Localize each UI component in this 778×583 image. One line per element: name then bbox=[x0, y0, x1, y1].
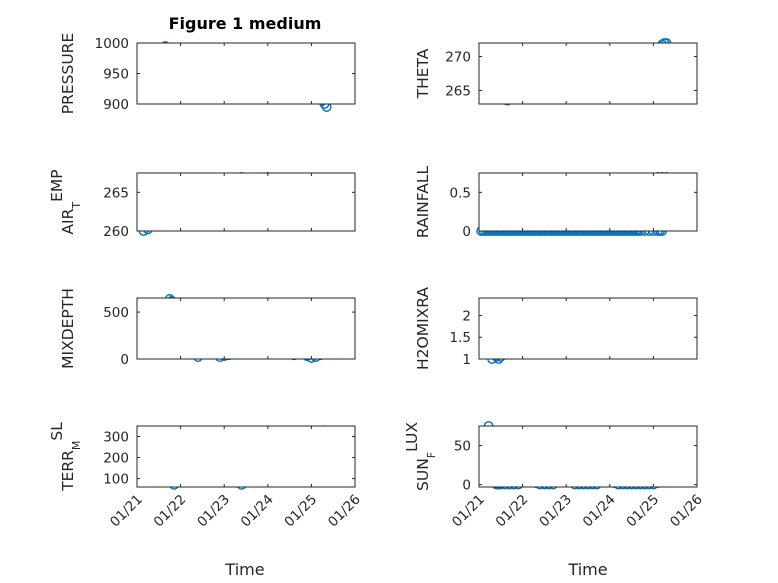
y-tick-label: 260 bbox=[103, 224, 129, 240]
y-axis-label: AIRTEMP bbox=[48, 169, 83, 234]
y-tick-label: 0 bbox=[462, 224, 471, 240]
x-tick-label: 01/23 bbox=[536, 492, 575, 531]
y-tick-label: 50 bbox=[454, 439, 471, 455]
y-tick-label: 500 bbox=[103, 305, 129, 321]
subplot-6: 1 1.5 2 H2OMIXRA bbox=[414, 287, 698, 370]
x-tick-label: 01/25 bbox=[281, 492, 320, 531]
subplot-5: 0 500 MIXDEPTH bbox=[59, 288, 356, 369]
y-axis-label: TERRMSL bbox=[48, 422, 83, 492]
subplot-3: 260 265 AIRTEMP bbox=[48, 169, 356, 240]
x-tick-label: 01/22 bbox=[493, 492, 532, 531]
axes-frame bbox=[478, 172, 698, 232]
y-tick-label: 900 bbox=[103, 97, 129, 113]
axes-frame bbox=[136, 172, 356, 232]
y-axis-label: H2OMIXRA bbox=[414, 287, 432, 370]
y-tick-label: 265 bbox=[103, 185, 129, 201]
x-tick-label: 01/24 bbox=[238, 492, 277, 531]
axes-frame bbox=[136, 297, 356, 360]
y-tick-label: 1000 bbox=[95, 36, 129, 52]
y-tick-label: 270 bbox=[445, 50, 471, 66]
axes-frame bbox=[478, 425, 698, 488]
y-tick-label: 1.5 bbox=[450, 330, 471, 346]
x-tick-label: 01/21 bbox=[107, 492, 146, 531]
y-tick-label: 0 bbox=[462, 478, 471, 494]
subplot-8: 0 50 SUNFLUX 01/21 01/22 01/23 01/24 01/25 01/26 bbox=[403, 421, 706, 531]
axes-frame bbox=[478, 297, 698, 360]
x-tick-label: 01/24 bbox=[580, 492, 619, 531]
axes-frame bbox=[136, 425, 356, 488]
y-axis-label: PRESSURE bbox=[59, 33, 77, 115]
x-tick-label: 01/22 bbox=[151, 492, 190, 531]
y-axis-label: RAINFALL bbox=[414, 165, 432, 238]
y-tick-label: 100 bbox=[103, 472, 129, 488]
y-axis-label: MIXDEPTH bbox=[59, 288, 77, 369]
x-axis-label-right: Time bbox=[567, 560, 607, 579]
y-axis-label: THETA bbox=[414, 48, 432, 99]
y-tick-label: 2 bbox=[462, 308, 471, 324]
subplot-1: 900 950 1000 PRESSURE bbox=[59, 33, 356, 115]
y-axis-label: SUNFLUX bbox=[403, 422, 438, 491]
y-tick-label: 0 bbox=[120, 352, 129, 368]
subplot-2: 265 270 THETA bbox=[414, 38, 698, 106]
x-tick-label: 01/23 bbox=[194, 492, 233, 531]
figure-title: Figure 1 medium bbox=[169, 14, 322, 33]
y-tick-label: 200 bbox=[103, 451, 129, 467]
y-tick-label: 0.5 bbox=[450, 185, 471, 201]
subplot-4: 0 0.5 RAINFALL bbox=[414, 165, 698, 240]
y-tick-label: 265 bbox=[445, 83, 471, 99]
y-tick-label: 300 bbox=[103, 430, 129, 446]
x-tick-label: 01/26 bbox=[667, 492, 706, 531]
x-tick-label: 01/21 bbox=[449, 492, 488, 531]
x-axis-label-left: Time bbox=[224, 560, 264, 579]
y-tick-label: 950 bbox=[103, 67, 129, 83]
axes-frame bbox=[136, 42, 356, 105]
x-tick-label: 01/26 bbox=[325, 492, 364, 531]
x-tick-label: 01/25 bbox=[623, 492, 662, 531]
axes-frame bbox=[478, 42, 698, 105]
y-tick-label: 1 bbox=[462, 352, 471, 368]
